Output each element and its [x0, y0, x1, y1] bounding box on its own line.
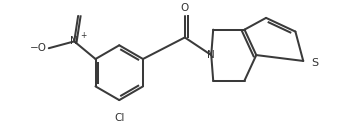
- Text: S: S: [311, 58, 318, 68]
- Text: O: O: [181, 3, 189, 13]
- Text: +: +: [80, 31, 86, 40]
- Text: N: N: [70, 36, 78, 46]
- Text: Cl: Cl: [114, 113, 125, 123]
- Text: −O: −O: [30, 43, 47, 53]
- Text: N: N: [207, 50, 215, 60]
